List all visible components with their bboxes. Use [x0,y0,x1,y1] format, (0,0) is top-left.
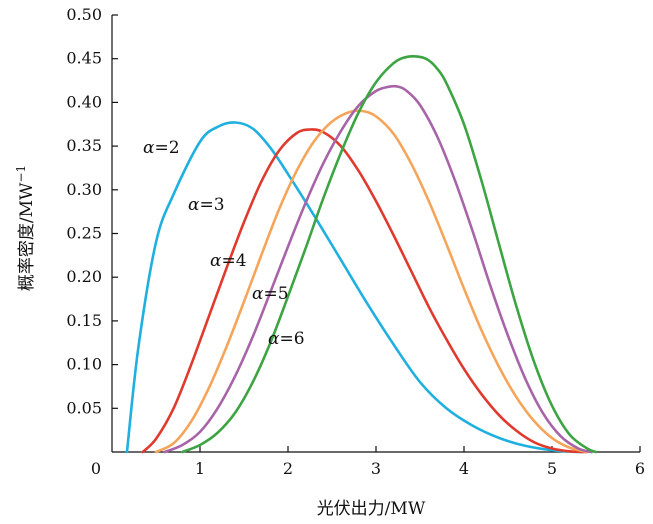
x-axis-title: 光伏出力/MW [317,499,426,519]
series-label-4: α=5 [252,284,289,304]
series-line-3 [154,109,589,454]
series-label-5: α=6 [268,329,305,349]
x-tick-label: 4 [459,459,469,478]
y-tick-label: 0.25 [66,224,102,243]
x-tick-label: 0 [91,459,101,478]
series-label-2: α=3 [188,195,225,215]
y-axis-title-exponent: −1 [14,165,28,183]
y-tick-label: 0.50 [66,5,102,24]
series-line-2 [141,128,589,454]
y-axis-title: 概率密度/MW−1 [14,165,37,291]
series-line-4 [163,84,593,454]
x-tick-label: 6 [635,459,645,478]
x-tick-label: 5 [547,459,557,478]
series-line-5 [181,55,598,454]
y-tick-label: 0.15 [66,311,102,330]
x-ticks: 0 1 2 3 4 5 6 [91,446,645,478]
x-tick-label: 1 [195,459,205,478]
y-axis-title-main: 概率密度/MW [17,182,37,291]
y-tick-label: 0.10 [66,355,102,374]
plot-area: 0 1 2 3 4 5 6 0.05 0.10 0.15 0.20 0.25 0.30 0.35 0.40… [66,5,645,478]
y-tick-label: 0.20 [66,267,102,286]
y-tick-label: 0.30 [66,180,102,199]
x-tick-label: 3 [371,459,381,478]
y-tick-label: 0.05 [66,398,102,417]
y-ticks: 0.05 0.10 0.15 0.20 0.25 0.30 0.35 0.40 0.45 0.50 [66,5,118,417]
series-label-3: α=4 [210,251,247,271]
series-label-1: α=2 [143,138,180,158]
y-tick-label: 0.45 [66,49,102,68]
x-tick-label: 2 [283,459,293,478]
series-line-1 [125,121,585,454]
y-tick-label: 0.40 [66,92,102,111]
series-labels: α=2 α=3 α=4α=5 α=6 [143,138,305,349]
series-lines [125,55,598,454]
y-tick-label: 0.35 [66,136,102,155]
